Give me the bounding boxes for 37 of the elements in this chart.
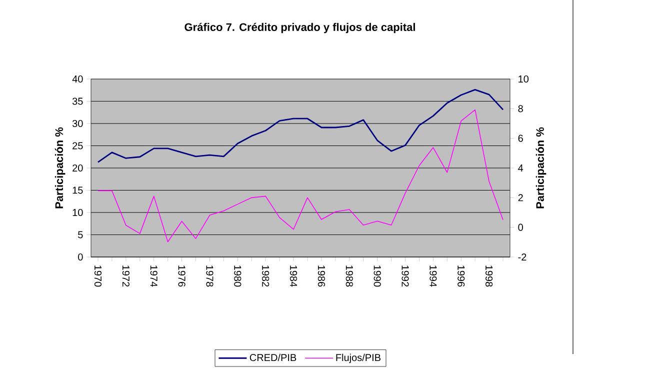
y2-axis-title: Participación % xyxy=(536,127,546,208)
y-tick-label: 40 xyxy=(72,75,83,83)
y-tick-label: 35 xyxy=(72,98,83,105)
y-tick-label: 20 xyxy=(72,164,83,172)
x-tick-label: 1996 xyxy=(458,266,465,287)
y2-tick-label: 8 xyxy=(518,105,523,112)
x-tick-label: 1970 xyxy=(94,266,102,287)
y-axis-title: Participación % xyxy=(54,127,66,208)
x-tick-label: 1994 xyxy=(430,266,437,287)
legend-label: CRED/PIB xyxy=(250,354,296,362)
x-tick-label: 1998 xyxy=(486,266,493,287)
y2-tick-label: 2 xyxy=(518,194,523,202)
y-tick-label: 5 xyxy=(78,231,83,238)
y2-tick-label: 6 xyxy=(518,134,523,142)
y-tick-label: 30 xyxy=(72,120,83,128)
x-tick-label: 1980 xyxy=(234,266,242,287)
legend-label: Flujos/PIB xyxy=(336,354,380,364)
x-tick-label: 1982 xyxy=(262,266,270,287)
x-tick-label: 1986 xyxy=(318,266,325,287)
x-tick-label: 1984 xyxy=(290,266,298,287)
y-tick-label: 25 xyxy=(72,142,83,150)
chart-title: Gráfico 7. Crédito privado y flujos de capital xyxy=(184,22,415,34)
x-tick-label: 1978 xyxy=(206,266,214,287)
x-tick-label: 1992 xyxy=(402,266,409,287)
y2-tick-label: 0 xyxy=(518,224,523,231)
x-tick-label: 1974 xyxy=(150,266,158,287)
x-tick-label: 1976 xyxy=(178,266,186,287)
y2-tick-label: -2 xyxy=(518,254,526,260)
y2-tick-label: 10 xyxy=(518,75,529,83)
x-tick-label: 1988 xyxy=(346,266,353,287)
x-tick-label: 1990 xyxy=(374,266,381,287)
y-tick-label: 0 xyxy=(78,253,83,261)
y-tick-label: 15 xyxy=(72,186,83,194)
y-tick-label: 10 xyxy=(72,208,83,216)
x-tick-label: 1972 xyxy=(122,266,130,287)
y2-tick-label: 4 xyxy=(518,164,524,172)
line-series xyxy=(98,109,504,242)
